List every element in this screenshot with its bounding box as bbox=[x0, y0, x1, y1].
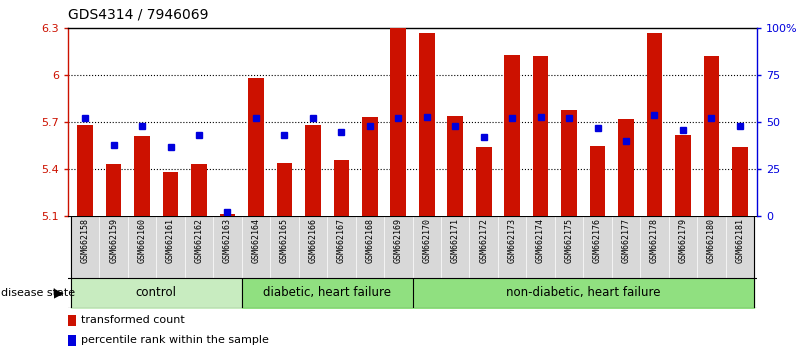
Text: GSM662167: GSM662167 bbox=[337, 218, 346, 263]
Text: percentile rank within the sample: percentile rank within the sample bbox=[81, 335, 268, 345]
Text: GSM662165: GSM662165 bbox=[280, 218, 289, 263]
Bar bbox=[562, 110, 577, 216]
Text: GSM662181: GSM662181 bbox=[735, 218, 744, 263]
Bar bbox=[419, 33, 435, 216]
Text: GSM662173: GSM662173 bbox=[508, 218, 517, 263]
Bar bbox=[448, 116, 463, 216]
Bar bbox=[68, 335, 76, 346]
Bar bbox=[276, 163, 292, 216]
Text: GSM662159: GSM662159 bbox=[109, 218, 118, 263]
Text: GSM662177: GSM662177 bbox=[622, 218, 630, 263]
Text: GSM662168: GSM662168 bbox=[365, 218, 374, 263]
Bar bbox=[533, 56, 549, 216]
Bar bbox=[390, 28, 406, 216]
Text: GSM662172: GSM662172 bbox=[479, 218, 488, 263]
Bar bbox=[248, 78, 264, 216]
Bar bbox=[333, 160, 349, 216]
Bar bbox=[646, 33, 662, 216]
Text: GSM662179: GSM662179 bbox=[678, 218, 687, 263]
Bar bbox=[476, 147, 492, 216]
Bar bbox=[106, 164, 122, 216]
Text: diabetic, heart failure: diabetic, heart failure bbox=[263, 286, 391, 299]
Text: GSM662166: GSM662166 bbox=[308, 218, 317, 263]
Text: non-diabetic, heart failure: non-diabetic, heart failure bbox=[506, 286, 661, 299]
Text: GSM662163: GSM662163 bbox=[223, 218, 232, 263]
Text: GSM662164: GSM662164 bbox=[252, 218, 260, 263]
Bar bbox=[362, 118, 377, 216]
Bar bbox=[590, 145, 606, 216]
Bar bbox=[305, 125, 320, 216]
Text: GSM662169: GSM662169 bbox=[394, 218, 403, 263]
Bar bbox=[163, 172, 179, 216]
Text: GSM662176: GSM662176 bbox=[593, 218, 602, 263]
Text: GSM662171: GSM662171 bbox=[451, 218, 460, 263]
Text: GSM662162: GSM662162 bbox=[195, 218, 203, 263]
Bar bbox=[78, 125, 93, 216]
Text: GSM662175: GSM662175 bbox=[565, 218, 574, 263]
Bar bbox=[505, 55, 520, 216]
Text: disease state: disease state bbox=[1, 288, 75, 298]
Text: GSM662161: GSM662161 bbox=[166, 218, 175, 263]
Bar bbox=[135, 136, 150, 216]
Bar bbox=[68, 315, 76, 326]
Text: ▶: ▶ bbox=[54, 286, 64, 299]
Text: GSM662158: GSM662158 bbox=[81, 218, 90, 263]
Bar bbox=[618, 119, 634, 216]
Bar bbox=[675, 135, 690, 216]
Bar bbox=[191, 164, 207, 216]
Text: GSM662180: GSM662180 bbox=[707, 218, 716, 263]
Text: GSM662178: GSM662178 bbox=[650, 218, 659, 263]
Text: GDS4314 / 7946069: GDS4314 / 7946069 bbox=[68, 7, 208, 21]
Text: transformed count: transformed count bbox=[81, 315, 184, 325]
Text: control: control bbox=[136, 286, 177, 299]
Bar bbox=[219, 213, 235, 216]
Bar bbox=[732, 147, 747, 216]
Text: GSM662174: GSM662174 bbox=[536, 218, 545, 263]
Text: GSM662170: GSM662170 bbox=[422, 218, 431, 263]
Text: GSM662160: GSM662160 bbox=[138, 218, 147, 263]
Bar bbox=[703, 56, 719, 216]
